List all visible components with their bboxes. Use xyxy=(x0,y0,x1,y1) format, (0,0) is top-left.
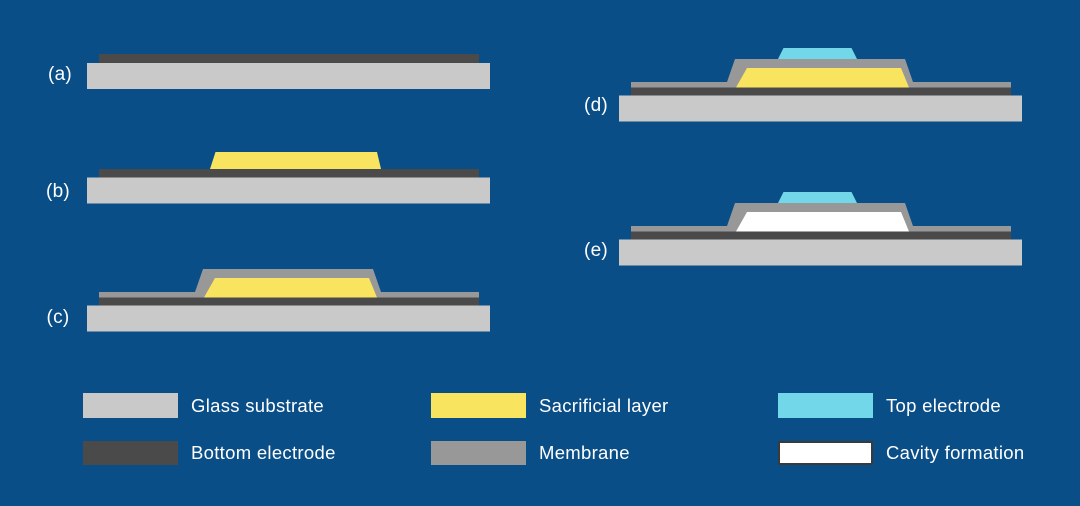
legend-label: Bottom electrode xyxy=(191,442,336,463)
legend-item-glass-substrate: Glass substrate xyxy=(83,393,324,418)
legend-item-cavity-formation: Cavity formation xyxy=(778,441,1024,465)
step-a-diagram xyxy=(87,54,490,89)
swatch-rect xyxy=(83,393,178,418)
swatch-rect xyxy=(778,393,873,418)
legend-item-bottom-electrode: Bottom electrode xyxy=(83,441,336,465)
bottom-electrode-swatch xyxy=(83,441,178,465)
sacrificial-layer xyxy=(204,278,377,298)
sacrificial-layer xyxy=(210,152,381,169)
step-b-label: (b) xyxy=(45,181,71,202)
glass-substrate-layer xyxy=(87,305,490,332)
legend-label: Sacrificial layer xyxy=(539,394,669,416)
swatch-rect xyxy=(431,441,526,465)
legend-label: Top electrode xyxy=(886,394,1001,416)
legend-item-sacrificial-layer: Sacrificial layer xyxy=(431,393,669,418)
legend-label: Membrane xyxy=(539,442,630,463)
step-b-diagram xyxy=(87,152,490,204)
top-electrode-layer xyxy=(778,192,857,203)
top-electrode-layer xyxy=(778,48,857,59)
bottom-electrode-layer xyxy=(99,54,479,63)
step-c-label: (c) xyxy=(46,307,70,328)
glass-substrate-swatch xyxy=(83,393,178,418)
step-d-label: (d) xyxy=(583,95,609,116)
swatch-rect xyxy=(778,441,873,465)
sacrificial-layer-swatch xyxy=(431,393,526,418)
legend-item-membrane: Membrane xyxy=(431,441,630,465)
glass-substrate-layer xyxy=(87,177,490,204)
swatch-rect xyxy=(83,441,178,465)
legend-item-top-electrode: Top electrode xyxy=(778,393,1001,418)
glass-substrate-layer xyxy=(619,239,1022,266)
step-a-label: (a) xyxy=(47,64,73,85)
bottom-electrode-layer xyxy=(631,231,1011,240)
sacrificial-layer xyxy=(736,68,909,88)
bottom-electrode-layer xyxy=(631,87,1011,96)
step-c-diagram xyxy=(87,269,490,332)
step-e-diagram xyxy=(619,192,1022,266)
glass-substrate-layer xyxy=(619,95,1022,122)
bottom-electrode-layer xyxy=(99,169,479,178)
step-e-label: (e) xyxy=(583,240,609,261)
swatch-rect xyxy=(431,393,526,418)
glass-substrate-layer xyxy=(87,63,490,89)
cavity-region xyxy=(736,212,909,232)
step-d-diagram xyxy=(619,48,1022,122)
legend-label: Glass substrate xyxy=(191,394,325,416)
top-electrode-swatch xyxy=(778,393,873,418)
legend-label: Cavity formation xyxy=(886,442,1025,463)
cavity-formation-swatch xyxy=(778,441,873,465)
membrane-swatch xyxy=(431,441,526,465)
bottom-electrode-layer xyxy=(99,297,479,306)
